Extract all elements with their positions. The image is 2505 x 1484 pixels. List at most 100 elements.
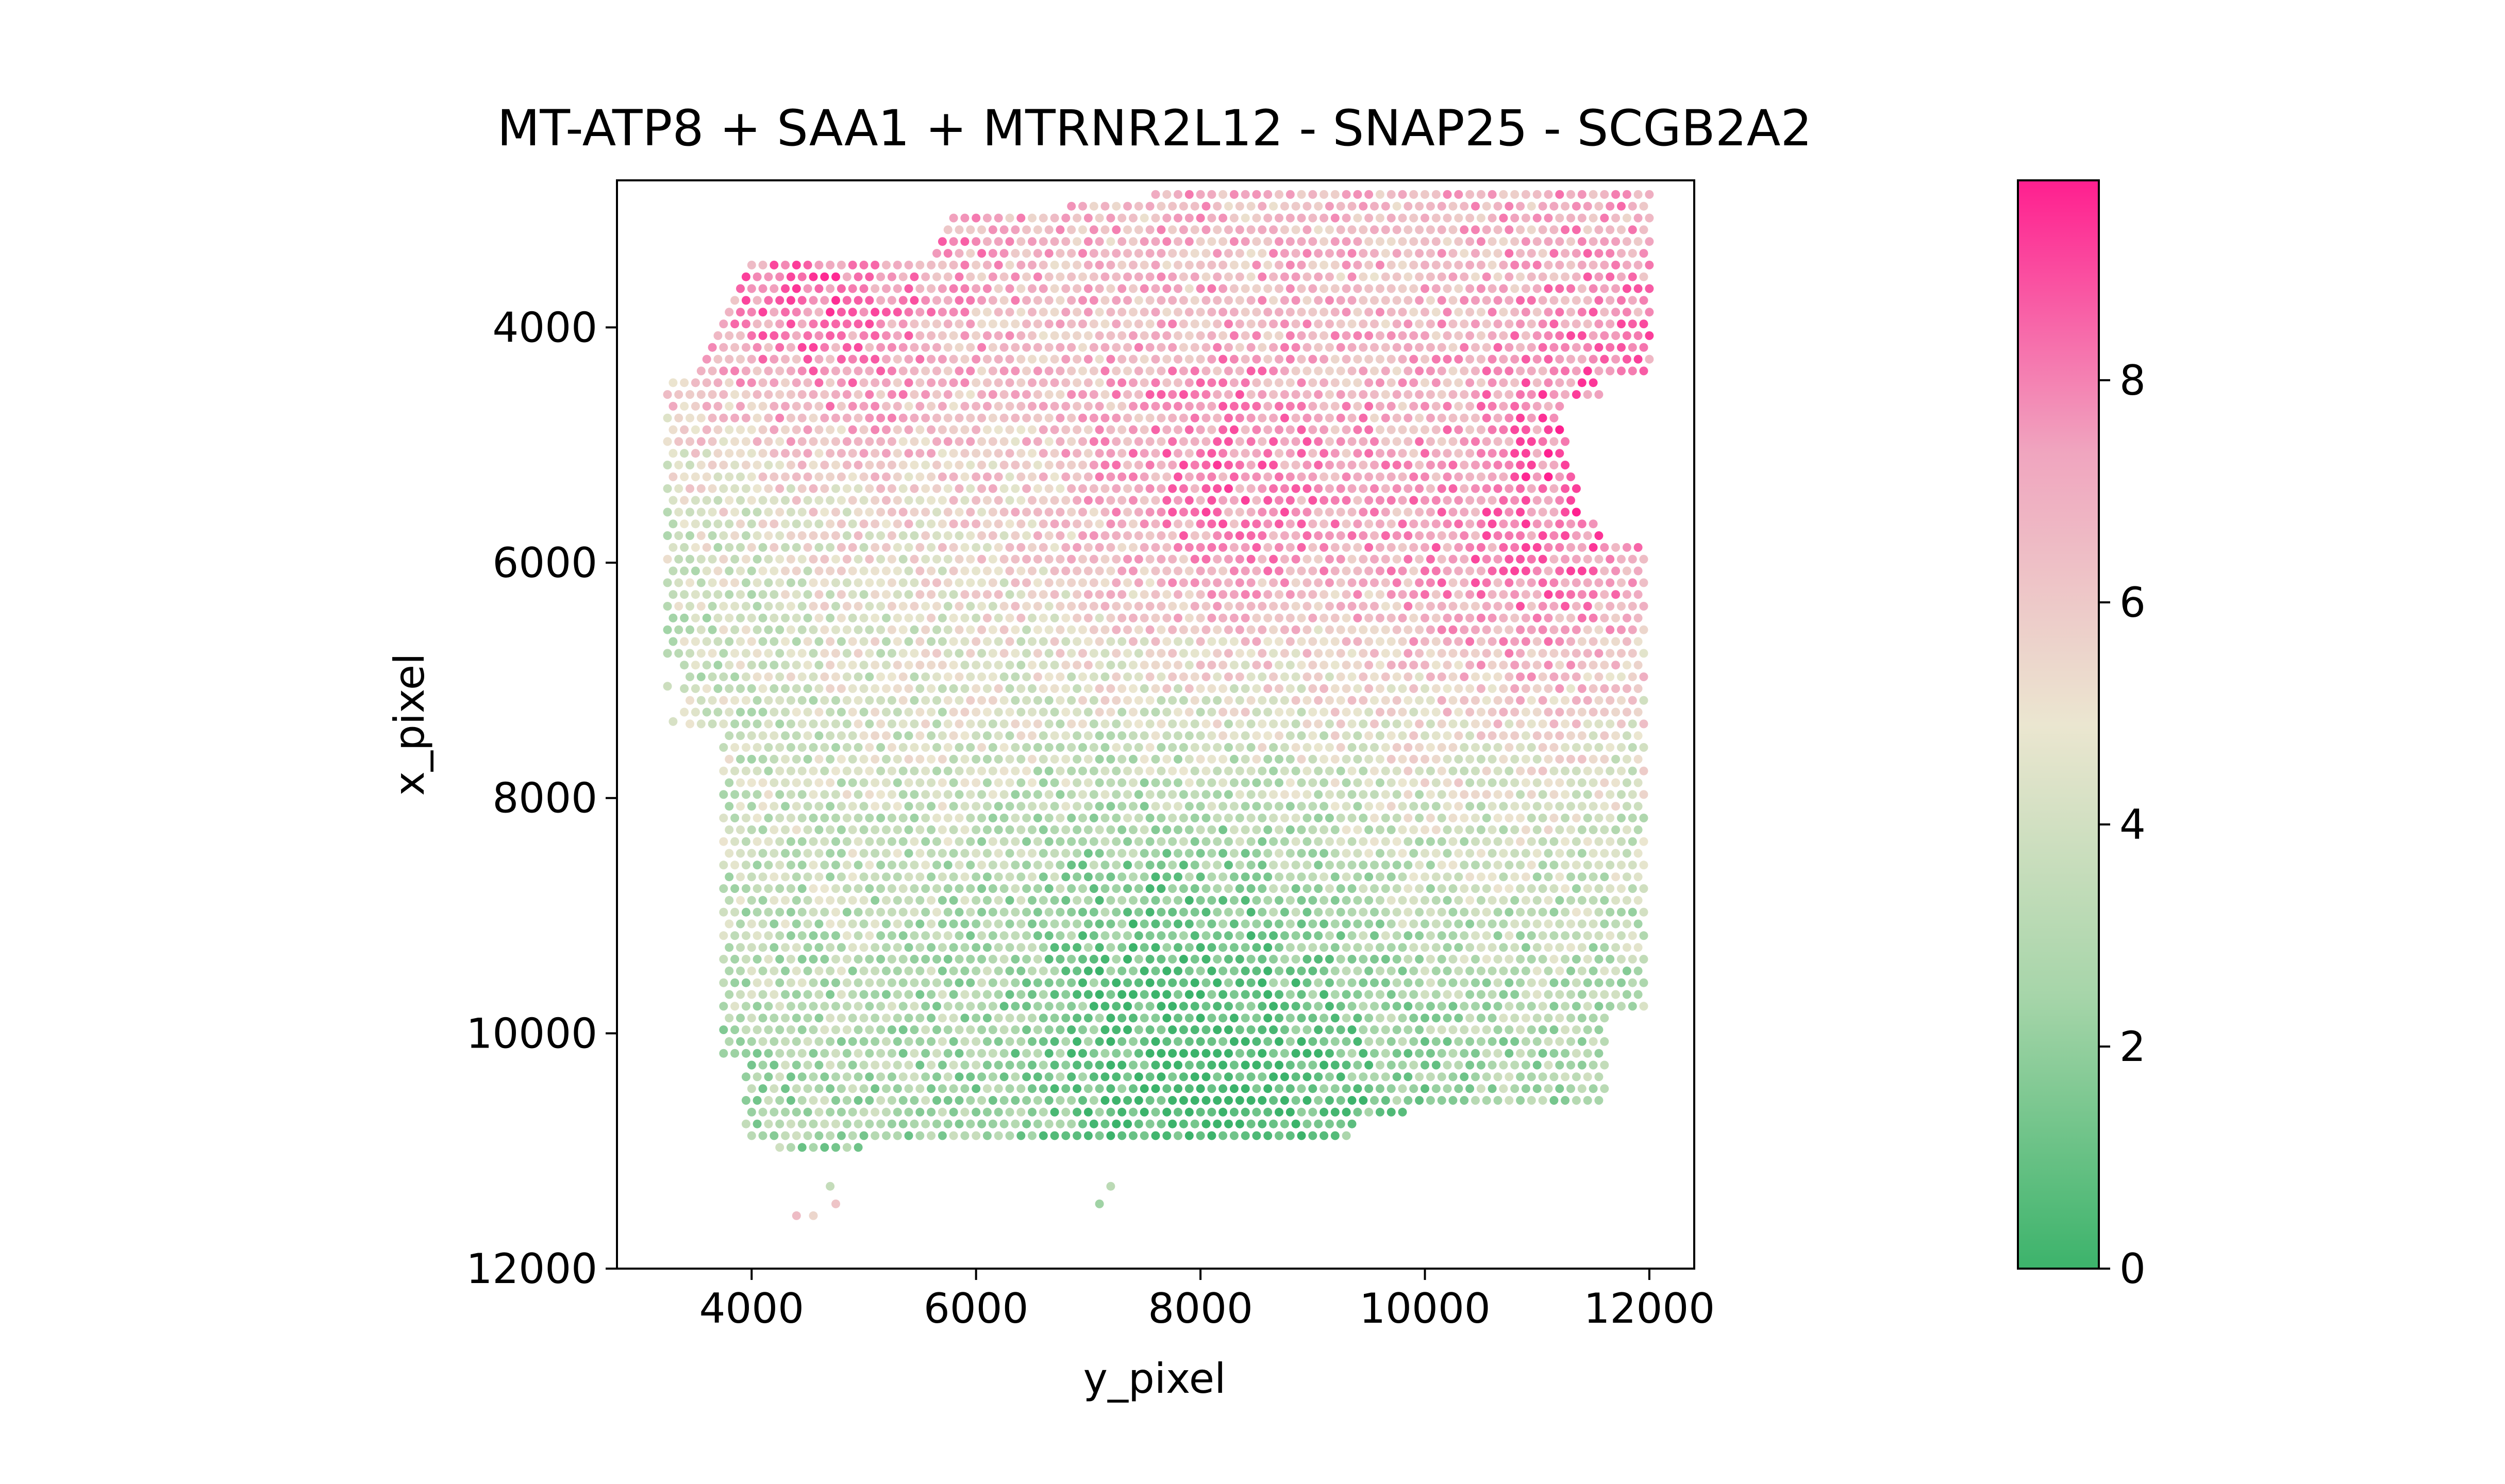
spot-point — [803, 331, 812, 340]
spot-point — [1213, 766, 1222, 775]
spot-point — [871, 707, 880, 717]
spot-point — [1381, 461, 1390, 469]
spot-point — [1476, 425, 1485, 434]
spot-point — [1488, 213, 1497, 223]
spot-point — [921, 602, 930, 611]
spot-point — [1465, 331, 1475, 340]
spot-point — [1404, 461, 1413, 469]
spot-point — [1224, 437, 1233, 446]
spot-point — [848, 425, 857, 434]
spot-point — [1555, 472, 1564, 481]
spot-point — [1622, 872, 1631, 882]
spot-point — [1628, 814, 1637, 822]
spot-point — [1611, 543, 1621, 552]
spot-point — [1375, 684, 1384, 693]
spot-point — [1179, 343, 1188, 352]
spot-point — [982, 519, 992, 529]
spot-point — [1162, 684, 1172, 693]
spot-point — [758, 543, 767, 552]
spot-point — [1415, 719, 1424, 729]
spot-point — [826, 778, 835, 787]
spot-point — [1381, 272, 1390, 281]
spot-point — [1151, 519, 1160, 529]
spot-point — [915, 707, 925, 717]
spot-point — [837, 284, 846, 293]
spot-point — [1421, 684, 1429, 693]
spot-point — [1061, 378, 1071, 387]
spot-point — [1617, 554, 1626, 564]
spot-point — [1505, 625, 1514, 634]
spot-point — [1443, 237, 1452, 246]
spot-point — [764, 272, 773, 281]
spot-point — [1577, 590, 1586, 599]
spot-point — [1443, 566, 1452, 576]
spot-point — [1145, 602, 1155, 611]
spot-point — [1482, 578, 1491, 587]
spot-point — [1218, 331, 1228, 340]
spot-point — [1235, 861, 1244, 870]
spot-point — [1375, 778, 1384, 787]
spot-point — [1398, 331, 1407, 340]
spot-point — [898, 461, 908, 469]
spot-point — [1229, 378, 1239, 387]
spot-point — [1269, 296, 1278, 305]
spot-point — [921, 766, 930, 775]
spot-point — [1572, 649, 1581, 658]
spot-point — [1269, 508, 1278, 517]
spot-point — [809, 672, 818, 681]
spot-point — [1078, 649, 1087, 658]
spot-point — [1426, 578, 1435, 587]
spot-point — [831, 861, 840, 870]
spot-point — [1460, 390, 1469, 399]
spot-point — [921, 884, 930, 893]
spot-point — [1106, 637, 1115, 646]
spot-point — [1039, 613, 1048, 622]
spot-point — [1174, 519, 1182, 529]
spot-point — [1544, 849, 1553, 858]
spot-point — [663, 625, 672, 634]
spot-point — [1112, 625, 1121, 634]
spot-point — [1505, 366, 1514, 376]
spot-point — [876, 743, 886, 752]
spot-point — [1499, 731, 1508, 740]
spot-point — [1398, 754, 1407, 764]
spot-point — [1404, 272, 1413, 281]
spot-point — [1196, 590, 1205, 599]
spot-point — [1078, 554, 1087, 564]
spot-point — [915, 543, 925, 552]
spot-point — [1308, 590, 1317, 599]
spot-point — [1370, 696, 1379, 705]
spot-point — [972, 566, 981, 576]
spot-point — [1583, 578, 1592, 587]
spot-point — [1364, 590, 1374, 599]
spot-point — [1421, 401, 1429, 411]
spot-point — [1460, 837, 1469, 846]
spot-point — [1622, 213, 1631, 223]
spot-point — [1263, 472, 1273, 481]
spot-point — [1347, 884, 1357, 893]
spot-point — [764, 461, 773, 469]
spot-point — [837, 684, 846, 693]
spot-point — [1347, 602, 1357, 611]
spot-point — [1320, 331, 1329, 340]
spot-point — [1359, 719, 1368, 729]
spot-point — [1639, 696, 1648, 705]
spot-point — [1566, 802, 1575, 811]
spot-point — [1078, 484, 1087, 493]
spot-point — [1106, 613, 1115, 622]
spot-point — [1583, 861, 1592, 870]
spot-point — [1229, 543, 1239, 552]
spot-point — [1039, 543, 1048, 552]
spot-point — [988, 508, 997, 517]
spot-point — [803, 449, 812, 458]
spot-point — [859, 331, 869, 340]
spot-point — [1510, 754, 1519, 764]
spot-point — [1258, 602, 1267, 611]
spot-point — [1476, 684, 1485, 693]
spot-point — [1005, 566, 1014, 576]
spot-point — [786, 696, 795, 705]
spot-point — [1174, 754, 1182, 764]
spot-point — [1521, 331, 1530, 340]
spot-point — [719, 366, 728, 376]
spot-point — [1325, 696, 1334, 705]
